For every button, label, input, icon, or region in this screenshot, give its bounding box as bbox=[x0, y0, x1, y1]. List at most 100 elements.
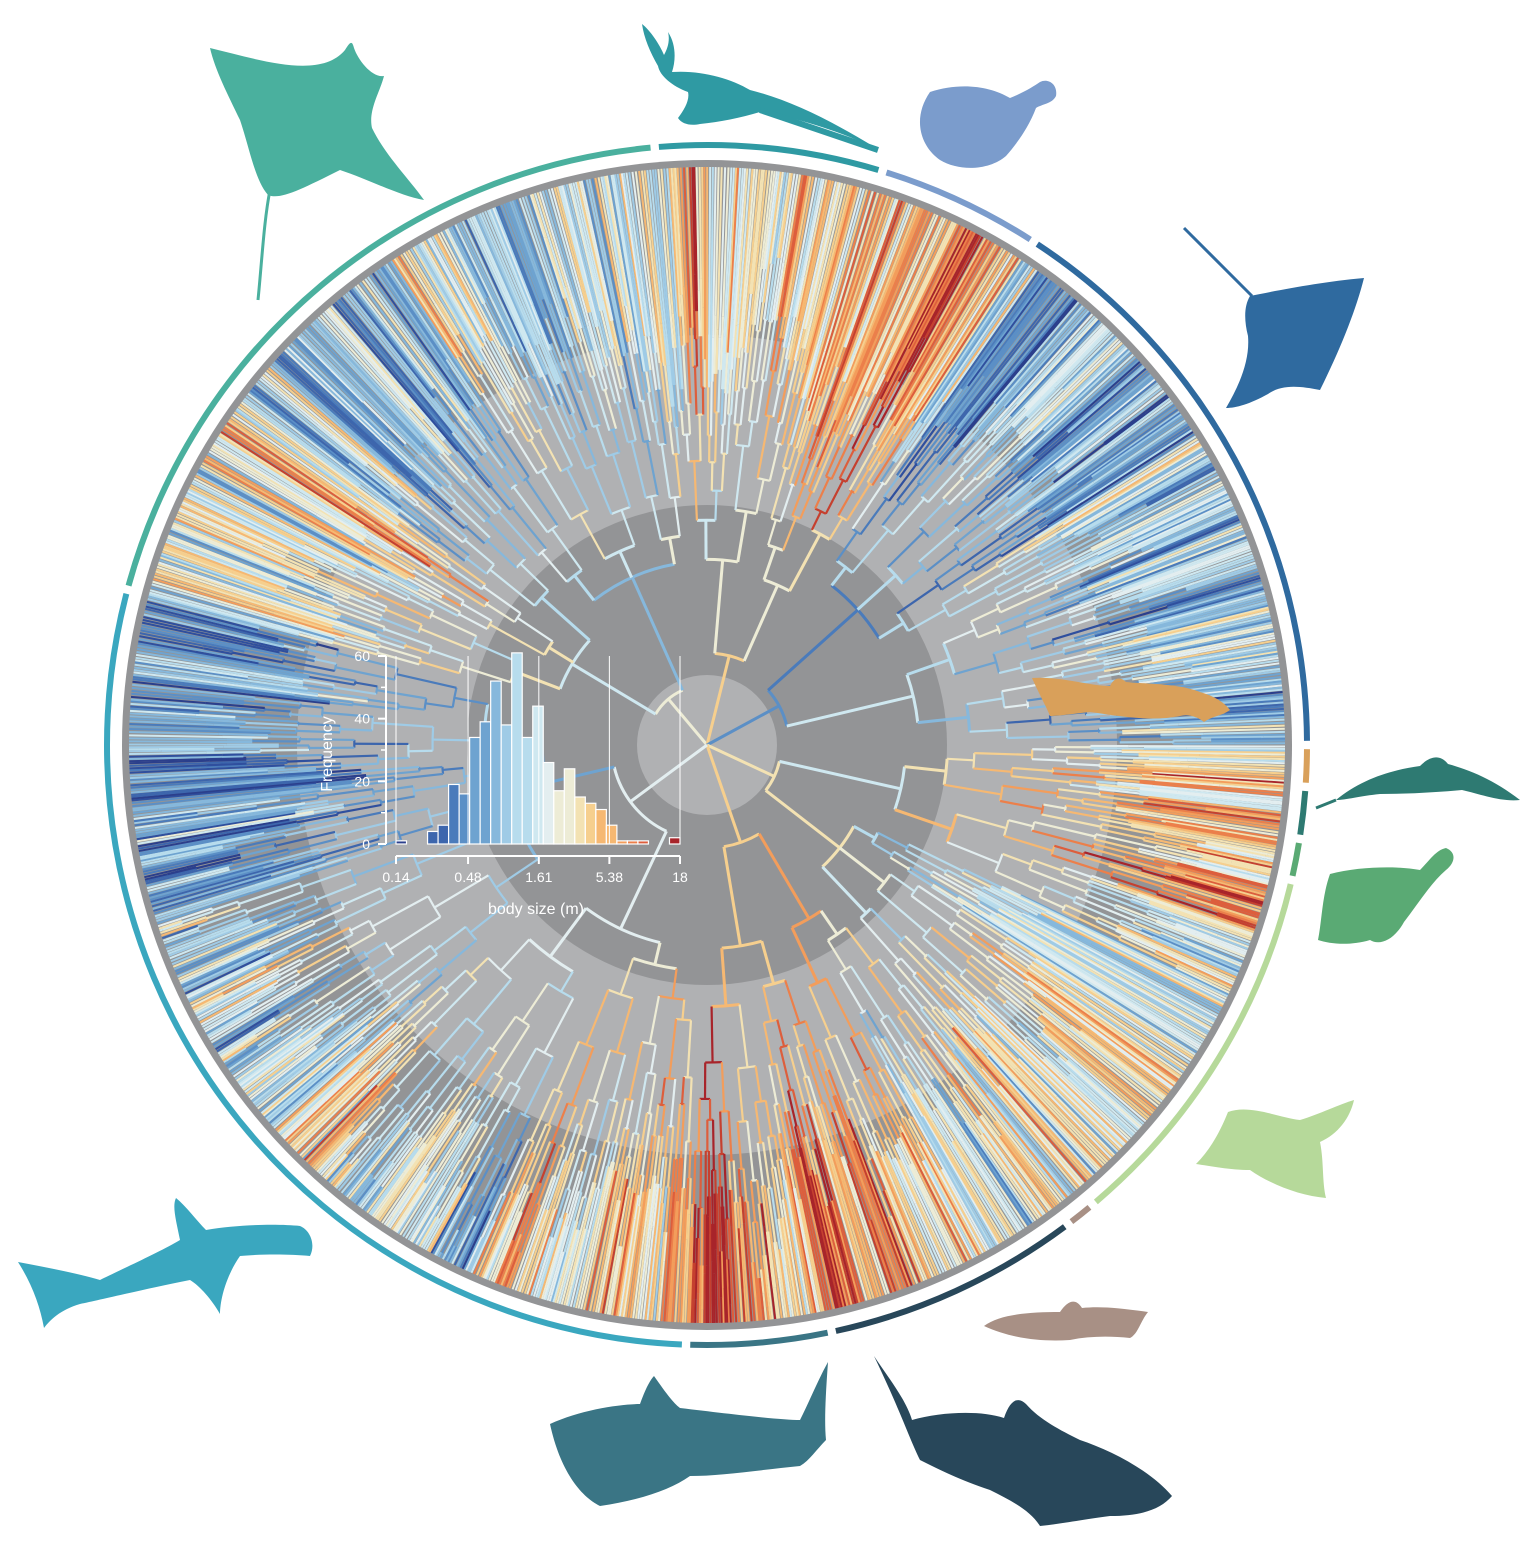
tree-tip bbox=[657, 168, 670, 294]
tree-branch bbox=[960, 536, 1002, 567]
tree-tip bbox=[1182, 799, 1282, 814]
tree-tip bbox=[1069, 372, 1151, 441]
tree-tip bbox=[1132, 413, 1182, 449]
tree-branch bbox=[805, 436, 826, 485]
tree-tip bbox=[565, 184, 599, 307]
tree-branch bbox=[674, 453, 682, 497]
tree-branch bbox=[1070, 779, 1097, 784]
tree-branch bbox=[1055, 432, 1102, 470]
tree-tip bbox=[437, 1253, 441, 1258]
tree-branch bbox=[1099, 731, 1123, 734]
tree-tip bbox=[888, 217, 946, 342]
tree-tip bbox=[1057, 317, 1098, 360]
tree-tip bbox=[1086, 425, 1190, 495]
tree-tip bbox=[1194, 598, 1267, 620]
tree-tip bbox=[850, 198, 897, 327]
tree-branch bbox=[1062, 498, 1106, 526]
tree-tip bbox=[853, 207, 923, 375]
tree-tip bbox=[1190, 617, 1272, 638]
tree-tip bbox=[191, 481, 362, 570]
tree-tip bbox=[347, 291, 436, 402]
tree-branch bbox=[1073, 518, 1102, 536]
tree-branch bbox=[1045, 548, 1092, 574]
tree-branch bbox=[1015, 401, 1047, 433]
tree-arc bbox=[1034, 455, 1039, 460]
tree-branch bbox=[1139, 646, 1166, 655]
tree-branch bbox=[1045, 601, 1080, 617]
tree-branch bbox=[1097, 672, 1121, 679]
tree-tip bbox=[395, 256, 439, 324]
tree-tip bbox=[162, 550, 286, 597]
tree-branch bbox=[673, 347, 681, 412]
tree-branch bbox=[1205, 841, 1269, 856]
tree-tip bbox=[224, 424, 333, 498]
tree-tip bbox=[969, 290, 1067, 413]
tree-arc bbox=[658, 442, 666, 446]
tree-tip bbox=[1100, 456, 1210, 521]
tree-branch bbox=[1160, 735, 1202, 739]
tree-branch bbox=[953, 418, 980, 448]
tree-arc bbox=[654, 688, 684, 715]
tree-branch bbox=[1116, 804, 1149, 812]
tree-branch bbox=[1131, 513, 1174, 537]
tree-branch bbox=[1023, 524, 1065, 552]
tree-tip bbox=[308, 325, 400, 422]
tree-branch bbox=[824, 479, 845, 515]
tree-branch bbox=[1125, 815, 1166, 826]
tree-tip bbox=[473, 215, 520, 319]
tree-branch bbox=[672, 384, 679, 428]
tree-branch bbox=[846, 360, 875, 422]
tree-branch bbox=[744, 293, 753, 353]
tree-branch bbox=[724, 352, 729, 394]
tree-arc bbox=[1026, 700, 1030, 709]
tree-branch bbox=[838, 449, 855, 479]
tree-branch bbox=[332, 625, 379, 642]
tree-branch bbox=[667, 293, 675, 349]
tree-tip bbox=[1185, 604, 1269, 628]
tree-arc bbox=[1120, 588, 1124, 592]
tree-branch bbox=[804, 301, 813, 330]
tree-branch bbox=[767, 608, 859, 692]
tree-arc bbox=[764, 761, 781, 792]
tree-branch bbox=[483, 310, 504, 347]
tree-branch bbox=[777, 262, 789, 317]
tree-branch bbox=[712, 1223, 716, 1274]
tree-tip bbox=[1099, 429, 1193, 491]
tree-branch bbox=[966, 477, 998, 507]
tree-branch bbox=[366, 443, 393, 468]
tree-tip bbox=[1146, 464, 1214, 503]
tree-tip bbox=[1152, 473, 1218, 509]
tree-branch bbox=[663, 365, 673, 422]
tree-branch bbox=[1128, 617, 1165, 630]
tree-branch bbox=[351, 553, 373, 567]
tree-branch bbox=[1065, 497, 1085, 512]
tree-branch bbox=[1101, 823, 1155, 836]
tree-tip bbox=[376, 269, 438, 356]
tree-tip bbox=[744, 169, 761, 320]
tree-branch bbox=[527, 342, 554, 397]
tree-branch bbox=[1025, 379, 1056, 411]
tree-tip bbox=[1170, 768, 1285, 778]
tree-branch bbox=[482, 302, 511, 355]
tree-branch bbox=[637, 328, 647, 372]
tree-branch bbox=[913, 395, 927, 415]
tree-branch bbox=[369, 552, 415, 580]
tree-branch bbox=[569, 357, 584, 391]
tree-arc bbox=[995, 603, 1002, 613]
tree-branch bbox=[1041, 476, 1093, 514]
tree-branch bbox=[1164, 718, 1200, 723]
tree-tip bbox=[182, 499, 268, 541]
tree-branch bbox=[625, 352, 640, 409]
tree-branch bbox=[416, 402, 459, 452]
tree-branch bbox=[600, 310, 612, 350]
tree-tip bbox=[1063, 363, 1143, 433]
tree-branch bbox=[825, 382, 849, 438]
tree-branch bbox=[469, 408, 494, 442]
tree-branch bbox=[1061, 518, 1095, 540]
tree-tip bbox=[1179, 498, 1231, 525]
tree-tip bbox=[161, 552, 235, 581]
tree-branch bbox=[947, 757, 975, 762]
tree-branch bbox=[1069, 783, 1099, 790]
tree-branch bbox=[1078, 580, 1131, 603]
tree-tip bbox=[319, 314, 406, 410]
